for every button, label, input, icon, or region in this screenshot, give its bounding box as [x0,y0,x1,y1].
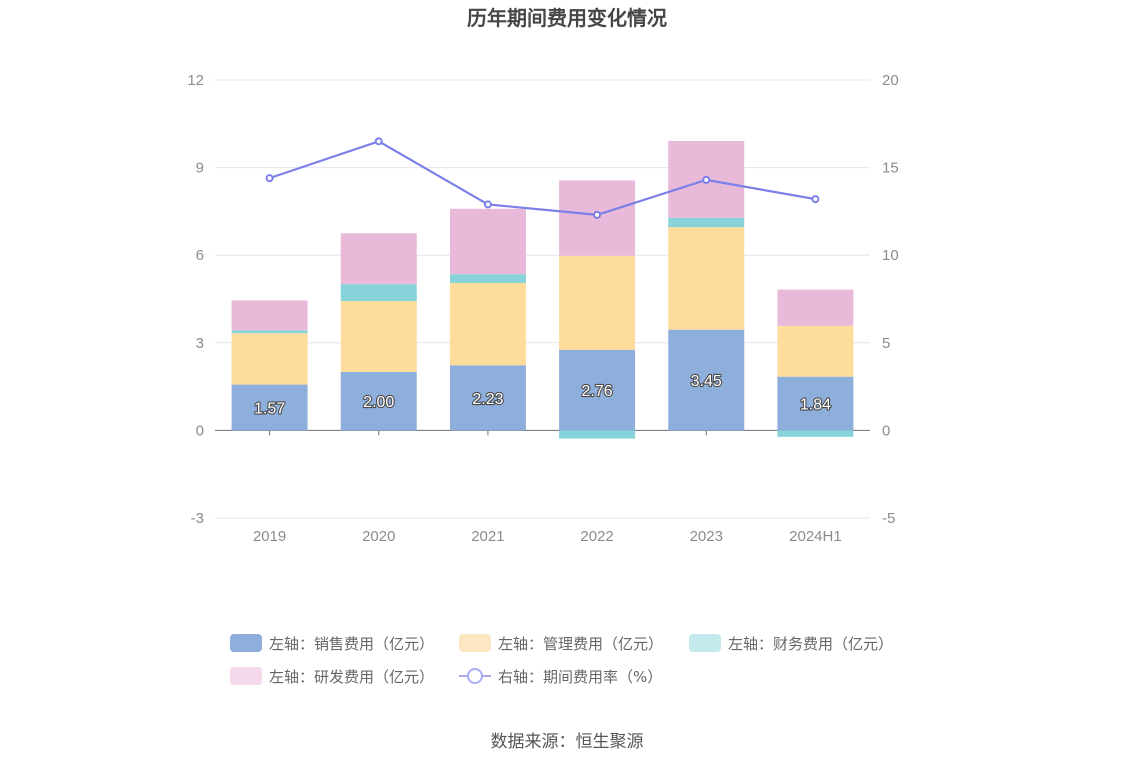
bar-segment [340,233,417,285]
data-labels: 1.57 2.00 2.23 2.76 3.45 1.84 [253,372,832,419]
bar-segment [340,284,417,302]
right-axis-tick: -5 [882,510,895,527]
bar-segment [777,376,854,431]
legend: 左轴：销售费用（亿元） 左轴：管理费用（亿元） 左轴：财务费用（亿元） 左轴：研发费用… [230,634,893,686]
bar-segment [777,325,854,377]
grid-lines [215,79,870,519]
rate-line-point [702,175,711,184]
legend-label: 左轴：管理费用（亿元） [498,635,663,653]
bar-segment [668,227,745,330]
bar-segment [559,430,636,439]
bar-value-label: 2.23 [472,391,503,408]
bar-segment [449,274,526,283]
category-label: 2023 [690,528,723,545]
left-axis-tick: 9 [196,160,204,177]
left-axis-tick: 0 [196,422,204,439]
category-label: 2020 [362,528,395,545]
bar-value-label: 3.45 [691,373,722,390]
bar-segment [231,300,308,331]
bar-segment [340,301,417,372]
bar-segment [777,289,854,326]
bar-segment [777,430,854,437]
bar-segment [449,365,526,431]
left-axis-tick: 12 [187,72,204,89]
right-axis-tick: 15 [882,160,899,177]
legend-swatch [689,634,721,652]
bar-segment [340,372,417,431]
left-axis-tick: 6 [196,247,204,264]
legend-label: 右轴：期间费用率（%） [498,668,662,686]
bar-value-label: 2.76 [582,383,613,400]
rate-line-point [593,210,602,219]
category-label: 2022 [580,528,613,545]
rate-line-point [374,137,383,146]
bar-segment [449,208,526,275]
rate-line-point [483,200,492,209]
legend-label: 左轴：销售费用（亿元） [269,635,434,653]
bar-segment [668,217,745,228]
bar-segment [231,384,308,431]
bar-value-label: 2.00 [363,394,394,411]
right-axis-tick: 10 [882,247,899,264]
bar-segment [231,330,308,334]
legend-swatch-marker [467,668,483,684]
bar-segment [231,333,308,385]
bar-value-label: 1.57 [254,400,285,417]
bar-segment [559,349,636,431]
legend-label: 左轴：研发费用（亿元） [269,668,434,686]
rate-line-point [265,174,274,183]
axis-ticks: -3 0 3 6 9 12 -5 0 5 10 15 20 2019 2020 2021 2022 2023 20… [187,72,898,545]
bar-segment [449,282,526,366]
bar-value-label: 1.84 [800,397,831,414]
category-label: 2024H1 [789,528,842,545]
legend-swatch [230,667,262,685]
data-source: 数据来源：恒生聚源 [491,732,644,752]
bar-segment [559,255,636,350]
chart-title: 历年期间费用变化情况 [467,6,667,30]
right-axis-tick: 5 [882,335,890,352]
rate-line-point [811,195,820,204]
left-axis-tick: -3 [191,510,204,527]
legend-swatch [459,634,491,652]
right-axis-tick: 0 [882,422,890,439]
bars [231,141,854,439]
legend-label: 左轴：财务费用（亿元） [728,635,893,653]
bar-segment [668,329,745,431]
rate-line-path [269,140,816,217]
category-label: 2021 [471,528,504,545]
legend-swatch [230,634,262,652]
category-label: 2019 [253,528,286,545]
left-axis-tick: 3 [196,335,204,352]
rate-line [265,137,820,219]
right-axis-tick: 20 [882,72,899,89]
